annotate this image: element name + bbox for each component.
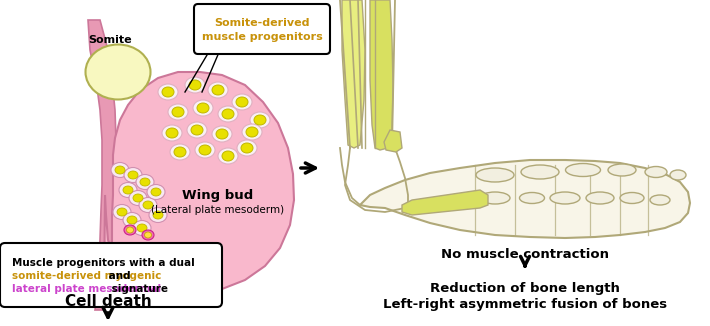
Ellipse shape (162, 125, 182, 141)
Ellipse shape (521, 165, 559, 179)
Text: and: and (105, 271, 131, 281)
Ellipse shape (130, 250, 142, 260)
Ellipse shape (170, 144, 190, 160)
Text: lateral plate mesodermal: lateral plate mesodermal (12, 284, 161, 294)
Ellipse shape (232, 94, 252, 110)
Ellipse shape (565, 164, 601, 176)
Ellipse shape (208, 82, 228, 98)
Ellipse shape (191, 125, 203, 135)
Ellipse shape (123, 213, 141, 228)
Polygon shape (342, 0, 365, 148)
Ellipse shape (126, 227, 133, 233)
Ellipse shape (128, 171, 138, 179)
Ellipse shape (212, 126, 232, 142)
Ellipse shape (241, 143, 253, 153)
Ellipse shape (136, 245, 143, 251)
Ellipse shape (222, 109, 234, 119)
Ellipse shape (237, 140, 257, 156)
Ellipse shape (124, 168, 142, 183)
Polygon shape (104, 72, 294, 295)
Ellipse shape (246, 127, 258, 137)
Ellipse shape (129, 190, 147, 205)
Ellipse shape (111, 162, 129, 177)
Text: Reduction of bone length: Reduction of bone length (430, 282, 620, 295)
Ellipse shape (162, 87, 174, 97)
Ellipse shape (242, 124, 262, 140)
Ellipse shape (133, 194, 143, 202)
Ellipse shape (142, 230, 154, 240)
Ellipse shape (134, 243, 146, 253)
Ellipse shape (145, 232, 151, 238)
Ellipse shape (168, 104, 188, 120)
Ellipse shape (149, 208, 167, 223)
Ellipse shape (115, 166, 125, 174)
Ellipse shape (216, 129, 228, 139)
FancyBboxPatch shape (0, 243, 222, 307)
Ellipse shape (645, 167, 667, 177)
Ellipse shape (236, 97, 248, 107)
Ellipse shape (187, 122, 207, 138)
Ellipse shape (212, 85, 224, 95)
Ellipse shape (140, 178, 150, 186)
Ellipse shape (620, 192, 644, 203)
Ellipse shape (153, 211, 163, 219)
Ellipse shape (127, 216, 137, 224)
Ellipse shape (250, 112, 270, 128)
Ellipse shape (650, 195, 670, 205)
Polygon shape (360, 160, 690, 238)
Ellipse shape (143, 201, 153, 209)
Ellipse shape (85, 45, 151, 99)
Ellipse shape (117, 208, 127, 216)
Text: Somite-derived
muscle progenitors: Somite-derived muscle progenitors (202, 18, 322, 42)
Ellipse shape (189, 80, 201, 90)
Ellipse shape (123, 186, 133, 194)
Text: No muscle contraction: No muscle contraction (441, 248, 609, 261)
Text: (Lateral plate mesoderm): (Lateral plate mesoderm) (151, 205, 285, 215)
Ellipse shape (133, 220, 151, 235)
Text: Wing bud: Wing bud (182, 188, 253, 201)
Ellipse shape (586, 192, 614, 204)
Ellipse shape (185, 77, 205, 93)
Ellipse shape (608, 164, 636, 176)
Ellipse shape (222, 151, 234, 161)
Ellipse shape (158, 84, 178, 100)
Ellipse shape (520, 192, 545, 203)
Ellipse shape (172, 107, 184, 117)
Polygon shape (384, 130, 402, 152)
Ellipse shape (193, 100, 213, 116)
Ellipse shape (119, 183, 137, 198)
Text: Left-right asymmetric fusion of bones: Left-right asymmetric fusion of bones (383, 298, 667, 311)
Polygon shape (370, 0, 393, 150)
Ellipse shape (113, 204, 131, 219)
Ellipse shape (166, 128, 178, 138)
Ellipse shape (195, 142, 215, 158)
Ellipse shape (218, 148, 238, 164)
Text: somite-derived myogenic: somite-derived myogenic (12, 271, 161, 281)
Polygon shape (88, 20, 116, 310)
Ellipse shape (124, 225, 136, 235)
Ellipse shape (139, 198, 157, 213)
Ellipse shape (136, 174, 154, 189)
Text: Muscle progenitors with a dual: Muscle progenitors with a dual (12, 258, 195, 268)
Polygon shape (402, 190, 488, 215)
Ellipse shape (199, 145, 211, 155)
Ellipse shape (218, 106, 238, 122)
Ellipse shape (133, 252, 139, 258)
Ellipse shape (197, 103, 209, 113)
Ellipse shape (147, 185, 165, 200)
Ellipse shape (174, 147, 186, 157)
Ellipse shape (137, 224, 147, 232)
Ellipse shape (151, 188, 161, 196)
Ellipse shape (476, 168, 514, 182)
Text: Cell death: Cell death (65, 294, 151, 309)
Text: signature: signature (108, 284, 168, 294)
FancyBboxPatch shape (194, 4, 330, 54)
Text: Somite: Somite (88, 35, 131, 45)
Ellipse shape (254, 115, 266, 125)
Ellipse shape (550, 192, 580, 204)
Ellipse shape (480, 192, 510, 204)
Ellipse shape (670, 170, 686, 180)
